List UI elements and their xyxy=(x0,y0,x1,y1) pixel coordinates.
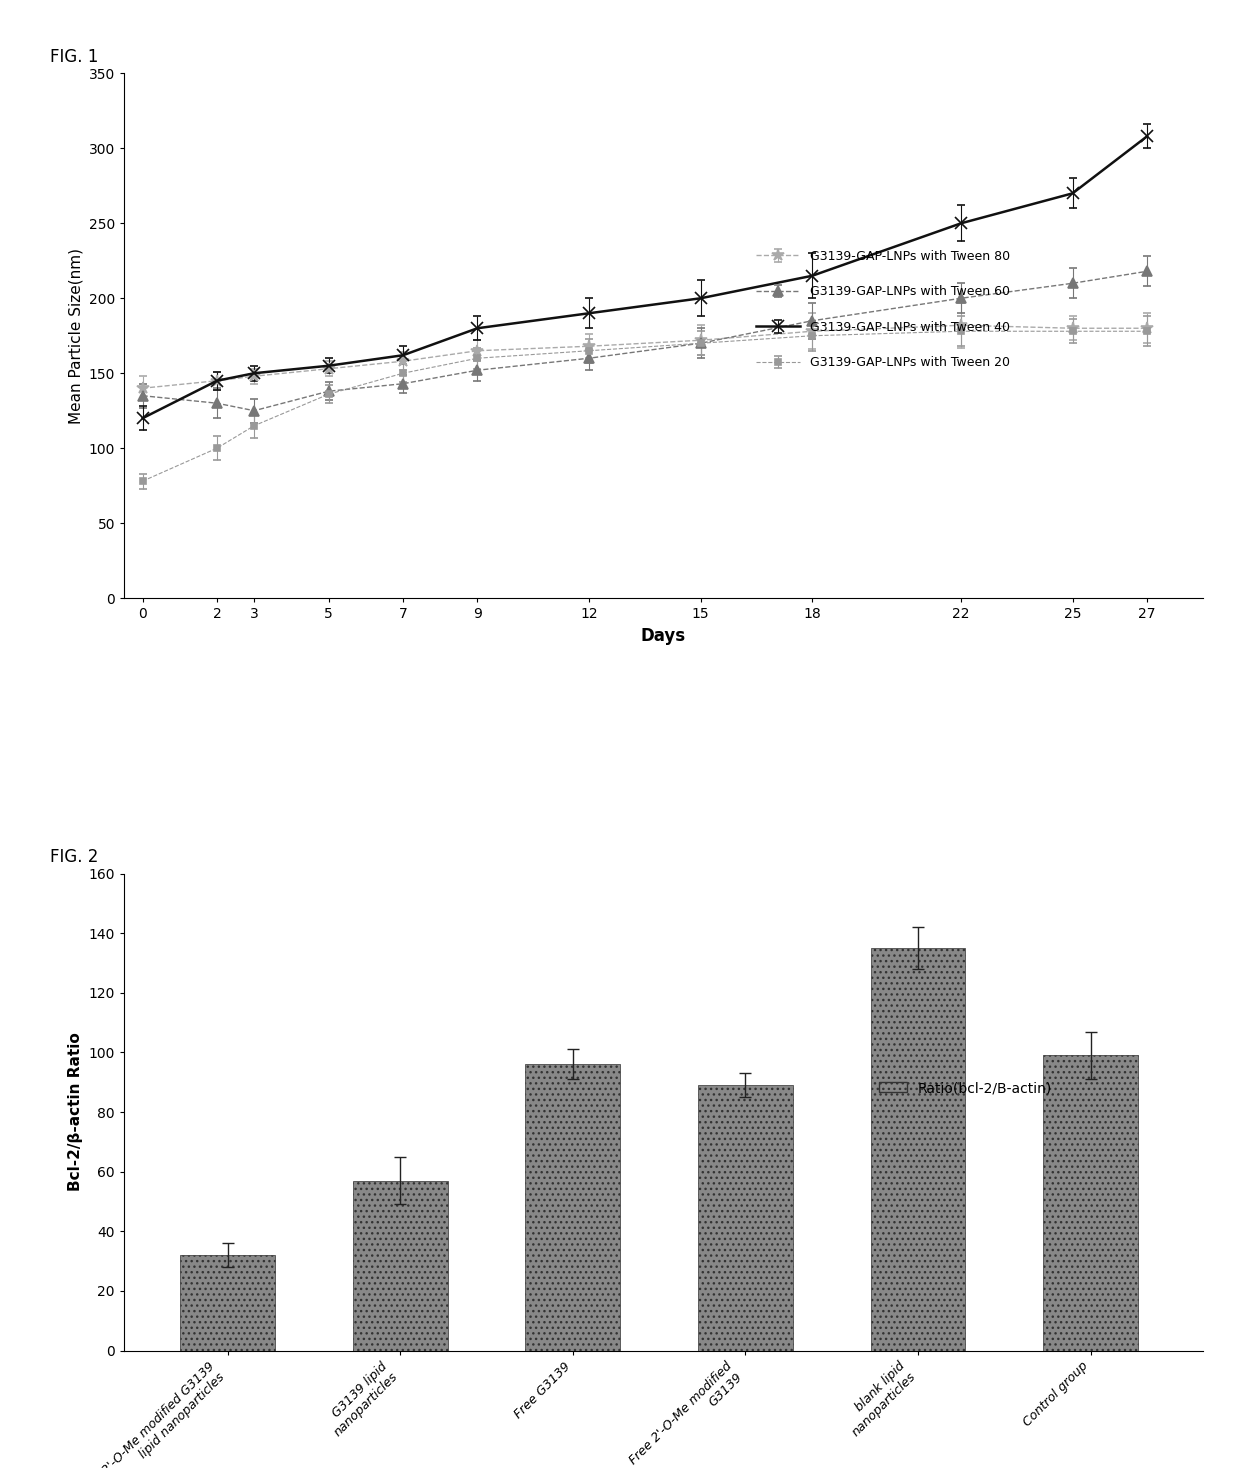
X-axis label: Days: Days xyxy=(641,627,686,644)
Bar xyxy=(870,948,966,1351)
Legend: G3139-GAP-LNPs with Tween 80, G3139-GAP-LNPs with Tween 60, G3139-GAP-LNPs with : G3139-GAP-LNPs with Tween 80, G3139-GAP-… xyxy=(756,250,1009,370)
Bar xyxy=(526,1064,620,1351)
Y-axis label: Bcl-2/β-actin Ratio: Bcl-2/β-actin Ratio xyxy=(68,1032,83,1192)
Bar xyxy=(352,1180,448,1351)
Legend: Ratio(bcl-2/B-actin): Ratio(bcl-2/B-actin) xyxy=(873,1076,1058,1101)
Bar xyxy=(180,1255,275,1351)
Bar xyxy=(698,1085,792,1351)
Y-axis label: Mean Particle Size(nm): Mean Particle Size(nm) xyxy=(68,248,83,424)
Text: FIG. 1: FIG. 1 xyxy=(50,48,98,66)
Bar xyxy=(1043,1055,1138,1351)
Text: FIG. 2: FIG. 2 xyxy=(50,849,98,866)
